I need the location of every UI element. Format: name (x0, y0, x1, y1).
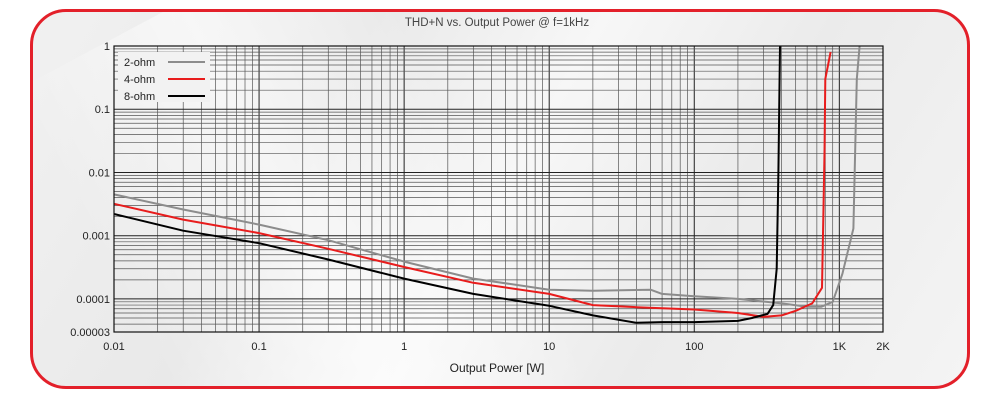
y-tick-label: 1 (104, 41, 110, 53)
plot-border (113, 45, 884, 333)
grid-lines (113, 45, 884, 333)
y-tick-label: 0.1 (95, 104, 110, 116)
x-tick-label: 10 (543, 341, 555, 353)
legend: 2-ohm 4-ohm 8-ohm (118, 52, 210, 103)
x-tick-label: 2K (876, 341, 890, 353)
x-tick-label: 1K (833, 341, 847, 353)
series-2-ohm (113, 45, 861, 308)
series-8-ohm (113, 45, 781, 324)
y-tick-label: 0.001 (82, 231, 110, 243)
x-tick-label: 1 (401, 341, 407, 353)
series-4-ohm (113, 51, 832, 318)
y-axis-ticks: 1 0.1 0.01 0.001 0.0001 0.00003 (70, 41, 110, 339)
data-series (113, 45, 861, 324)
legend-label: 2-ohm (124, 57, 155, 69)
x-tick-label: 0.01 (103, 341, 124, 353)
chart-title: THD+N vs. Output Power @ f=1kHz (405, 17, 589, 29)
x-axis-ticks: 0.01 0.1 1 10 100 1K 2K (103, 341, 890, 353)
x-tick-label: 0.1 (251, 341, 266, 353)
y-tick-label: 0.0001 (76, 294, 110, 306)
y-tick-label: 0.00003 (70, 327, 110, 339)
x-tick-label: 100 (685, 341, 703, 353)
legend-label: 8-ohm (124, 91, 155, 103)
legend-label: 4-ohm (124, 74, 155, 86)
x-axis-label: Output Power [W] (450, 361, 545, 375)
y-tick-label: 0.01 (89, 167, 110, 179)
